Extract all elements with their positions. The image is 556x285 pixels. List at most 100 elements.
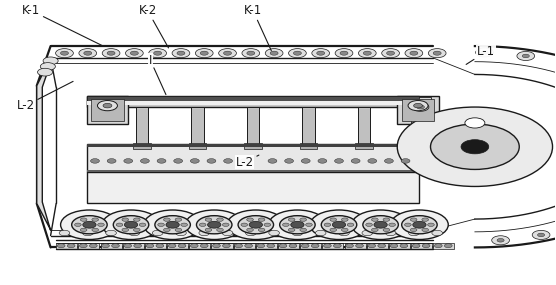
Circle shape [269,210,326,239]
Circle shape [222,244,230,248]
Text: L-2: L-2 [17,82,73,112]
Circle shape [292,230,302,236]
Circle shape [422,218,429,221]
Circle shape [385,159,393,163]
Circle shape [371,218,378,221]
Circle shape [280,216,315,234]
Circle shape [126,49,143,58]
Bar [411,97,430,123]
Circle shape [285,159,294,163]
Circle shape [481,51,488,54]
Bar [191,107,203,144]
Circle shape [432,230,443,236]
Circle shape [59,230,70,236]
Circle shape [102,210,160,239]
Circle shape [433,51,441,55]
Circle shape [224,51,231,55]
Circle shape [324,223,331,227]
Circle shape [386,51,395,55]
Bar [87,96,419,107]
Circle shape [318,159,327,163]
Circle shape [153,51,162,55]
Circle shape [390,210,448,239]
Circle shape [200,51,208,55]
Circle shape [389,223,395,227]
Circle shape [84,51,92,55]
Circle shape [158,223,165,227]
Circle shape [371,228,378,231]
Circle shape [428,223,434,227]
Circle shape [103,103,112,108]
Bar [433,243,454,249]
Circle shape [196,216,232,234]
Circle shape [156,244,164,248]
Circle shape [224,159,232,163]
Bar [188,143,206,149]
Bar [401,99,434,121]
Circle shape [247,228,254,231]
Bar [244,143,262,149]
Circle shape [310,210,368,239]
Circle shape [92,218,98,221]
Circle shape [401,216,437,234]
Circle shape [347,223,354,227]
Circle shape [116,223,123,227]
Circle shape [366,223,373,227]
Circle shape [113,216,149,234]
Bar [256,243,277,249]
Circle shape [289,218,295,221]
Bar [123,243,144,249]
Circle shape [90,244,97,248]
Circle shape [317,51,325,55]
Bar [91,99,124,121]
Circle shape [177,51,185,55]
Circle shape [422,244,430,248]
Circle shape [129,230,140,236]
Circle shape [235,244,242,248]
Circle shape [227,210,285,239]
Circle shape [172,49,190,58]
Circle shape [124,159,133,163]
Circle shape [258,218,265,221]
Circle shape [134,244,142,248]
Circle shape [346,244,354,248]
Circle shape [200,244,208,248]
Bar [87,144,419,147]
Circle shape [335,49,353,58]
Circle shape [428,49,446,58]
Circle shape [390,244,398,248]
Bar [87,170,419,172]
Circle shape [412,103,429,111]
Circle shape [269,230,280,236]
Circle shape [207,221,221,228]
Circle shape [207,159,216,163]
Bar [145,243,166,249]
Circle shape [359,49,376,58]
Circle shape [368,244,376,248]
Circle shape [102,244,110,248]
Circle shape [444,244,452,248]
Circle shape [240,159,249,163]
Bar [345,243,366,249]
Circle shape [497,239,504,242]
Circle shape [75,223,81,227]
Circle shape [175,218,182,221]
Circle shape [374,221,388,228]
Circle shape [265,49,283,58]
Circle shape [301,159,310,163]
Circle shape [268,159,277,163]
Circle shape [279,244,287,248]
Circle shape [102,49,120,58]
Circle shape [205,218,212,221]
Circle shape [80,228,87,231]
Circle shape [311,244,319,248]
Circle shape [97,101,117,111]
Circle shape [289,244,297,248]
Circle shape [397,107,553,186]
Bar [355,143,373,149]
Circle shape [217,228,224,231]
Bar [300,143,317,149]
Circle shape [98,223,105,227]
Circle shape [352,210,409,239]
Circle shape [410,51,418,55]
